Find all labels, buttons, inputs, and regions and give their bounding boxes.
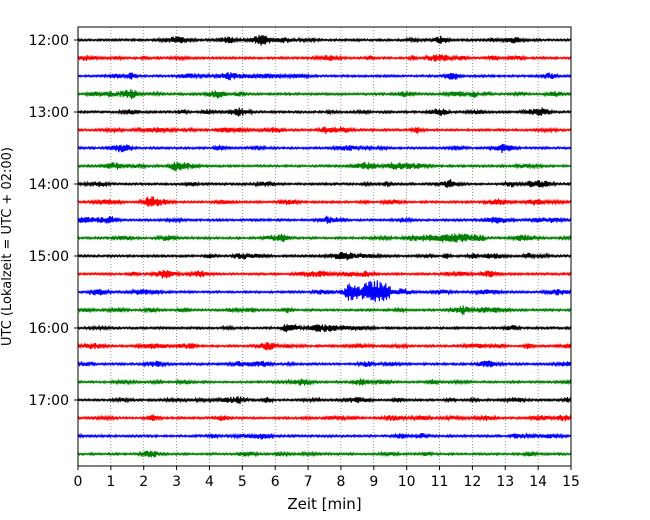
y-tick-label: 17:00 bbox=[29, 393, 69, 409]
trace-1745 bbox=[77, 450, 572, 458]
x-axis-ticks: 0 1 2 3 4 5 6 7 8 9 10 11 12 13 14 15 bbox=[74, 466, 580, 490]
trace-1645 bbox=[77, 378, 572, 386]
y-tick-label: 14:00 bbox=[29, 177, 69, 193]
trace-1200 bbox=[77, 34, 572, 46]
trace-1245 bbox=[77, 88, 572, 100]
trace-1415 bbox=[77, 196, 572, 207]
trace-1330 bbox=[77, 143, 572, 154]
x-tick-label: 6 bbox=[271, 474, 280, 490]
grid-lines bbox=[110, 27, 539, 466]
trace-1615 bbox=[77, 342, 572, 351]
y-axis-ticks: 12:00 13:00 14:00 15:00 16:00 17:00 bbox=[29, 33, 78, 409]
plot-frame bbox=[77, 26, 572, 467]
trace-1730 bbox=[77, 432, 572, 440]
y-tick-label: 15:00 bbox=[29, 249, 69, 265]
trace-1445 bbox=[77, 233, 572, 243]
x-tick-label: 11 bbox=[431, 474, 449, 490]
trace-1715 bbox=[77, 414, 572, 422]
x-tick-label: 3 bbox=[172, 474, 181, 490]
trace-group bbox=[77, 34, 572, 458]
trace-1530 bbox=[77, 280, 572, 303]
x-tick-label: 0 bbox=[74, 474, 83, 490]
y-tick-label: 16:00 bbox=[29, 321, 69, 337]
x-tick-label: 9 bbox=[369, 474, 378, 490]
x-tick-label: 7 bbox=[304, 474, 313, 490]
y-tick-label: 12:00 bbox=[29, 33, 69, 49]
x-tick-label: 12 bbox=[463, 474, 481, 490]
trace-1545 bbox=[77, 305, 572, 315]
trace-1700 bbox=[77, 396, 572, 405]
x-tick-label: 14 bbox=[529, 474, 547, 490]
trace-1215 bbox=[77, 54, 572, 62]
x-tick-label: 8 bbox=[336, 474, 345, 490]
trace-1300 bbox=[77, 107, 572, 117]
trace-1345 bbox=[77, 161, 572, 172]
trace-1400 bbox=[77, 179, 572, 189]
trace-1500 bbox=[77, 251, 572, 261]
x-tick-label: 13 bbox=[496, 474, 514, 490]
x-tick-label: 2 bbox=[139, 474, 148, 490]
trace-1515 bbox=[77, 270, 572, 279]
trace-1315 bbox=[77, 126, 572, 135]
y-tick-label: 13:00 bbox=[29, 105, 69, 121]
x-tick-label: 5 bbox=[238, 474, 247, 490]
trace-1600 bbox=[77, 324, 572, 333]
trace-1630 bbox=[77, 360, 572, 368]
x-tick-label: 10 bbox=[398, 474, 416, 490]
x-tick-label: 15 bbox=[562, 474, 580, 490]
trace-1430 bbox=[77, 215, 572, 224]
y-axis-label: UTC (Lokalzeit = UTC + 02:00) bbox=[0, 147, 15, 346]
x-tick-label: 4 bbox=[205, 474, 214, 490]
x-tick-label: 1 bbox=[106, 474, 115, 490]
trace-1230 bbox=[77, 72, 572, 81]
x-axis-label: Zeit [min] bbox=[287, 495, 361, 513]
